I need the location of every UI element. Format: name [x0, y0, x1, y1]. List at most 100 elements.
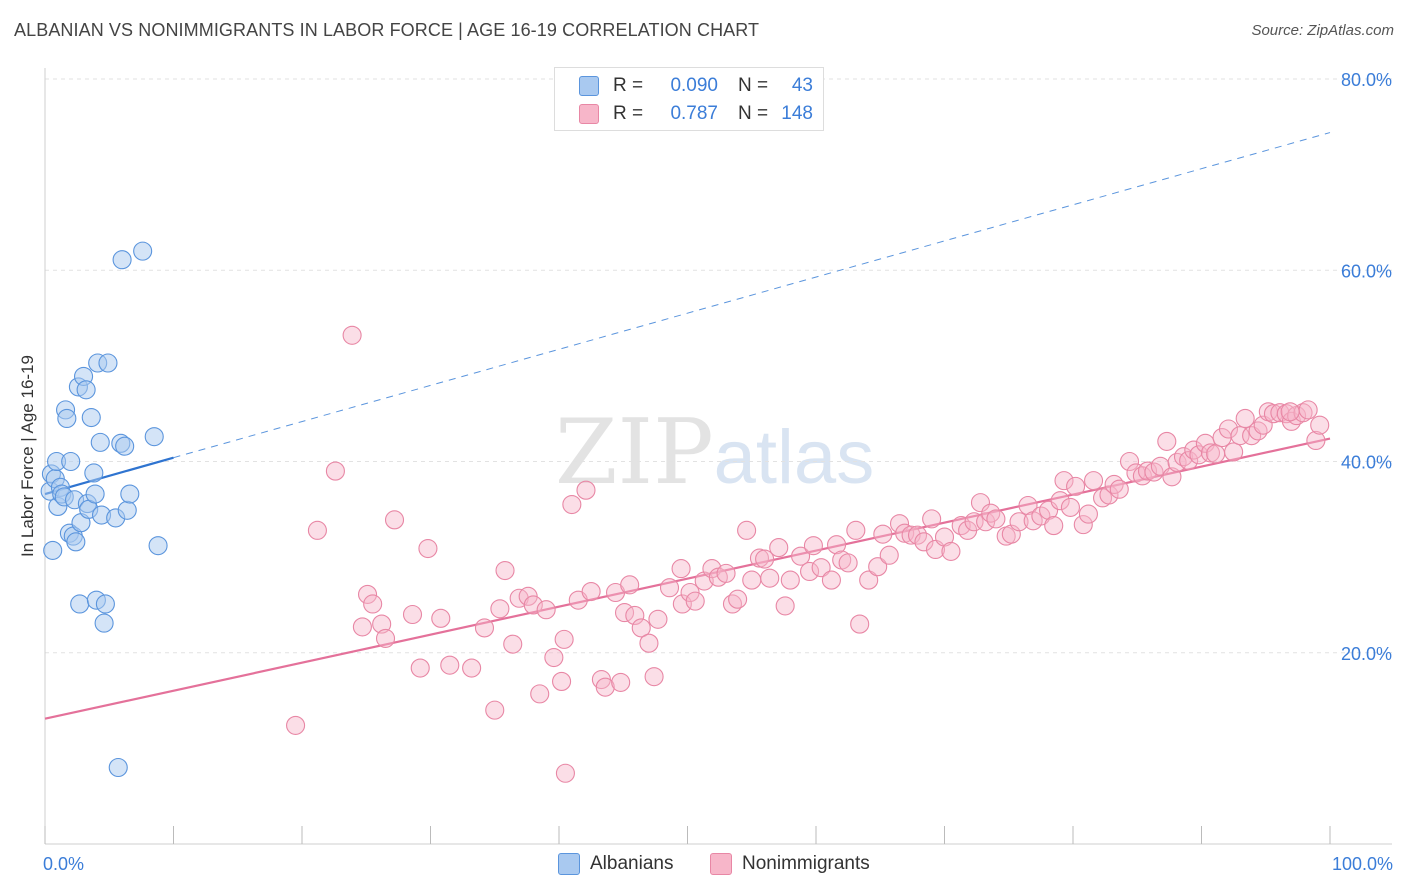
nonimmigrants-point — [474, 618, 495, 638]
bottom-legend-albanians: Albanians — [558, 852, 673, 876]
nonimmigrants-point — [1054, 471, 1074, 491]
bottom-legend-swatch-nonimmigrants — [710, 853, 732, 875]
tick-labels: 20.0% 40.0% 60.0% 80.0% 0.0% 100.0% — [43, 70, 1393, 874]
nonimmigrants-point — [286, 715, 306, 735]
albanians-point — [94, 613, 114, 633]
nonimmigrants-point — [803, 536, 823, 556]
bottom-legend-swatch-albanians — [558, 853, 580, 875]
nonimmigrants-point — [1298, 400, 1318, 420]
nonimmigrants-point — [914, 532, 934, 552]
nonimmigrants-point — [1031, 506, 1051, 526]
nonimmigrants-point — [1218, 419, 1239, 439]
nonimmigrants-point — [1009, 512, 1029, 532]
legend-n-label: N = — [738, 103, 769, 124]
nonimmigrants-point — [595, 677, 615, 697]
nonimmigrants-point — [581, 581, 601, 602]
nonimmigrants-point — [375, 628, 396, 648]
nonimmigrants-point — [1157, 431, 1177, 451]
nonimmigrants-point — [827, 535, 847, 555]
nonimmigrants-point — [1173, 447, 1194, 467]
albanians-point — [85, 484, 105, 504]
albanians-point — [61, 451, 81, 472]
nonimmigrants-point — [889, 514, 910, 534]
nonimmigrants-point — [1078, 504, 1098, 524]
nonimmigrants-point — [1060, 497, 1080, 517]
nonimmigrants-point — [625, 605, 645, 626]
nonimmigrants-point — [503, 634, 523, 654]
nonimmigrants-point — [544, 647, 564, 668]
nonimmigrants-point — [384, 510, 405, 530]
albanians-point — [90, 432, 110, 452]
nonimmigrants-point — [552, 671, 572, 691]
nonimmigrants-point — [530, 684, 550, 704]
nonimmigrants-point — [1109, 479, 1129, 499]
x-tick-label: 100.0% — [1332, 854, 1393, 874]
nonimmigrants-point — [611, 672, 631, 692]
albanians-point — [117, 500, 137, 520]
nonimmigrants-point — [555, 763, 575, 783]
nonimmigrants-point — [755, 549, 775, 569]
watermark-atlas: atlas — [713, 415, 875, 500]
nonimmigrants-point — [981, 503, 1001, 523]
albanians-point — [43, 540, 63, 560]
bottom-legend-label-albanians: Albanians — [590, 853, 674, 874]
albanians-point — [98, 353, 118, 373]
nonimmigrants-point — [342, 325, 362, 345]
nonimmigrants-point — [352, 617, 372, 637]
trend-lines — [44, 132, 1331, 720]
nonimmigrants-point — [648, 609, 668, 629]
nonimmigrants-point — [970, 493, 991, 513]
nonimmigrants-point — [838, 553, 858, 573]
y-tick-label: 40.0% — [1341, 453, 1392, 473]
nonimmigrants-point — [1310, 415, 1330, 435]
nonimmigrants-point — [1195, 433, 1215, 453]
nonimmigrants-point — [1162, 467, 1182, 487]
nonimmigrants-point — [775, 596, 795, 616]
nonimmigrants-point — [737, 520, 757, 540]
legend-r-label: R = — [613, 75, 644, 96]
nonimmigrants-points — [286, 325, 1330, 783]
nonimmigrants-point — [964, 512, 984, 532]
nonimmigrants-point — [490, 599, 510, 619]
nonimmigrants-point — [620, 575, 640, 595]
nonimmigrants-point — [846, 520, 866, 540]
nonimmigrants-point — [631, 618, 651, 638]
albanians-point — [148, 536, 168, 556]
nonimmigrants-point — [1280, 402, 1300, 422]
nonimmigrants-point — [685, 591, 705, 611]
nonimmigrants-point — [562, 494, 582, 515]
nonimmigrants-point — [495, 560, 515, 581]
legend-row-nonimmigrants: R = 0.787 N = 148 — [579, 102, 813, 126]
nonimmigrants-point — [1044, 516, 1064, 536]
y-tick-label: 80.0% — [1341, 70, 1392, 90]
nonimmigrants-point — [811, 558, 831, 578]
nonimmigrants-point — [554, 629, 574, 649]
nonimmigrants-point — [941, 541, 961, 561]
albanians-point — [108, 757, 128, 778]
nonimmigrants-point — [868, 557, 888, 577]
bottom-legend-nonimmigrants: Nonimmigrants — [710, 852, 870, 876]
nonimmigrants-point — [934, 527, 955, 547]
nonimmigrants-point — [1235, 408, 1255, 429]
nonimmigrants-point — [1230, 426, 1250, 446]
legend-n-label: N = — [738, 75, 769, 96]
nonimmigrants-point — [859, 570, 879, 590]
nonimmigrants-point — [742, 570, 762, 590]
nonimmigrants-point — [1099, 485, 1119, 505]
nonimmigrants-point — [769, 538, 789, 558]
nonimmigrants-point — [821, 570, 841, 590]
nonimmigrants-point — [363, 594, 383, 614]
nonimmigrants-point — [760, 568, 780, 588]
albanians-point — [115, 436, 135, 456]
albanians-point — [144, 427, 164, 447]
albanians-point — [81, 407, 101, 428]
nonimmigrants-point — [1206, 444, 1226, 464]
albanians-points — [40, 241, 168, 778]
albanians-point — [95, 594, 115, 614]
nonimmigrants-point — [879, 545, 899, 565]
nonimmigrants-point — [431, 608, 451, 628]
nonimmigrants-point — [372, 614, 392, 634]
albanians-point — [112, 250, 132, 270]
nonimmigrants-point — [410, 658, 430, 678]
